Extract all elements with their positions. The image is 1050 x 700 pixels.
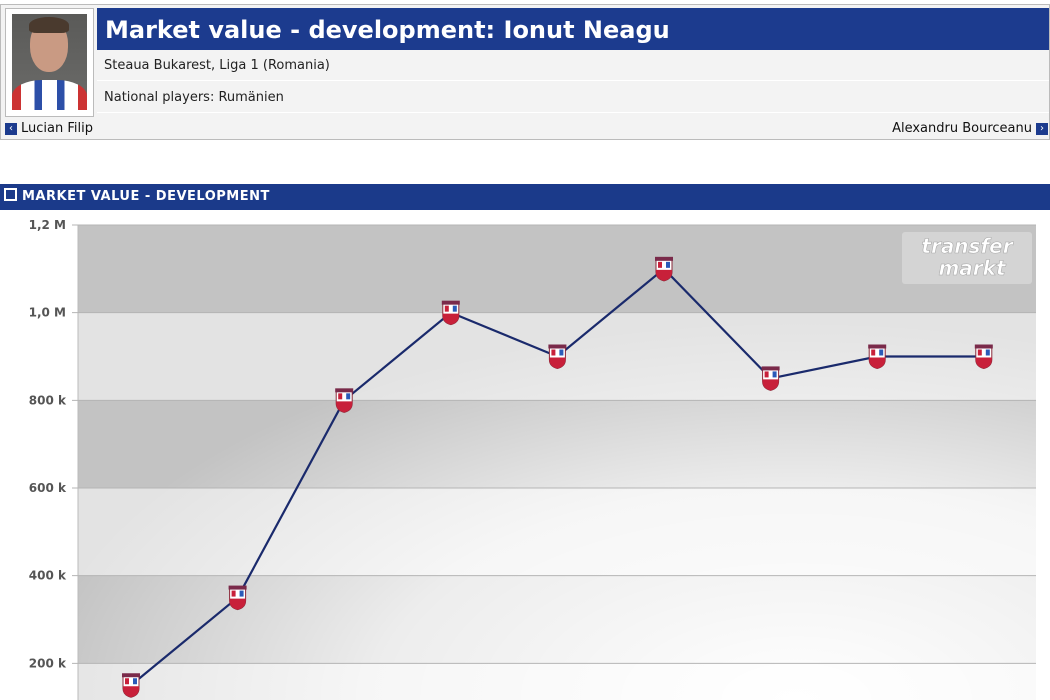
data-point-crest[interactable] xyxy=(654,256,674,282)
next-player-link[interactable]: Alexandru Bourceanu › xyxy=(892,121,1048,137)
data-point-crest[interactable] xyxy=(441,300,461,326)
y-tick-label: 200 k xyxy=(29,656,67,670)
svg-text:markt: markt xyxy=(938,256,1007,280)
player-header: Market value - development: Ionut Neagu … xyxy=(0,4,1050,140)
y-tick-label: 600 k xyxy=(29,481,67,495)
club-line: Steaua Bukarest, Liga 1 (Romania) xyxy=(97,51,1049,81)
y-tick-label: 1,2 M xyxy=(29,218,66,232)
page-title: Market value - development: Ionut Neagu xyxy=(97,8,1049,50)
prev-player-link[interactable]: ‹ Lucian Filip xyxy=(5,121,93,137)
y-tick-label: 1,0 M xyxy=(29,306,66,320)
market-value-chart: 200 k 400 k 600 k 800 k 1,0 M 1,2 M transfer … xyxy=(29,218,1036,700)
svg-text:transfer: transfer xyxy=(921,234,1013,258)
section-icon xyxy=(4,188,17,201)
section-title: MARKET VALUE - DEVELOPMENT xyxy=(22,189,270,204)
data-point-crest[interactable] xyxy=(121,672,141,698)
section-header: MARKET VALUE - DEVELOPMENT xyxy=(0,184,1050,210)
national-line: National players: Rumänien xyxy=(97,83,1049,113)
chevron-right-icon: › xyxy=(1036,123,1048,135)
data-point-crest[interactable] xyxy=(228,585,248,611)
data-point-crest[interactable] xyxy=(761,365,781,391)
player-photo xyxy=(5,8,94,117)
y-tick-label: 800 k xyxy=(29,393,67,407)
data-point-crest[interactable] xyxy=(334,387,354,413)
data-point-crest[interactable] xyxy=(867,344,887,369)
y-tick-label: 400 k xyxy=(29,569,67,583)
data-point-crest[interactable] xyxy=(547,344,567,369)
chevron-left-icon: ‹ xyxy=(5,123,17,135)
next-player-name[interactable]: Alexandru Bourceanu xyxy=(892,121,1032,136)
data-point-crest[interactable] xyxy=(974,344,994,369)
watermark-logo: transfer markt xyxy=(902,232,1032,284)
prev-player-name[interactable]: Lucian Filip xyxy=(21,121,93,136)
